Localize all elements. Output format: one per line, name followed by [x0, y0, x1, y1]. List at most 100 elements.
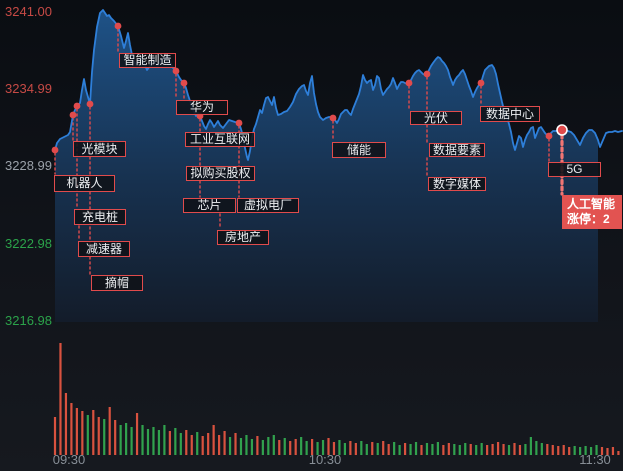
volume-bar — [59, 343, 62, 455]
volume-bar — [398, 445, 401, 455]
sector-tag[interactable]: 数字媒体 — [428, 177, 486, 191]
volume-bar — [600, 447, 604, 455]
volume-bar — [190, 435, 193, 455]
volume-bar — [174, 428, 177, 455]
volume-bar — [300, 437, 303, 455]
volume-bar — [540, 443, 543, 455]
sector-tag[interactable]: 数据要素 — [429, 143, 485, 157]
volume-bar — [453, 444, 456, 455]
volume-bar — [108, 407, 111, 455]
volume-bar — [360, 441, 363, 455]
event-marker-dot — [329, 114, 337, 122]
volume-bar — [518, 445, 522, 455]
volume-bar — [338, 440, 341, 455]
volume-bar — [606, 448, 609, 455]
volume-bar — [343, 443, 347, 455]
volume-bar — [283, 438, 286, 455]
volume-bar — [103, 419, 106, 455]
volume-bar — [53, 417, 57, 455]
sector-tag[interactable]: 减速器 — [78, 241, 130, 257]
volume-bar — [425, 443, 429, 455]
volume-bar — [551, 445, 554, 455]
volume-bar — [595, 445, 598, 455]
volume-bar — [278, 440, 281, 455]
volume-bar — [294, 439, 297, 455]
volume-bar — [256, 436, 259, 455]
sector-tag[interactable]: 摘帽 — [91, 275, 143, 291]
volume-bar — [589, 447, 593, 455]
sector-tag[interactable]: 芯片 — [183, 198, 236, 213]
volume-bar — [119, 425, 122, 455]
volume-bar — [86, 415, 89, 455]
event-marker-dot — [51, 146, 59, 154]
sector-tag[interactable]: 拟购买股权 — [186, 166, 255, 181]
price-area-fill — [55, 10, 598, 322]
volume-bar — [524, 444, 527, 455]
volume-bar — [562, 445, 565, 455]
volume-bar — [201, 436, 204, 455]
volume-bar — [442, 445, 445, 455]
ai-tag-limit-up-count: 涨停：2 — [567, 212, 610, 226]
volume-bar — [447, 443, 450, 455]
volume-bar — [272, 435, 275, 455]
volume-bar — [513, 443, 516, 455]
volume-bar — [289, 441, 292, 455]
volume-bar — [376, 443, 379, 455]
volume-bar — [130, 427, 133, 455]
volume-bar — [507, 445, 511, 455]
volume-bar — [152, 427, 155, 455]
sector-tag[interactable]: 5G — [548, 162, 601, 177]
volume-bar — [431, 444, 434, 455]
volume-bar — [316, 442, 319, 455]
volume-bar — [239, 438, 243, 455]
sector-tag[interactable]: 数据中心 — [480, 106, 540, 122]
volume-bar — [529, 437, 532, 455]
volume-bar — [234, 433, 237, 455]
volume-bar — [464, 443, 467, 455]
sector-tag[interactable]: 储能 — [332, 142, 386, 158]
sector-tag[interactable]: 华为 — [176, 100, 228, 115]
volume-bar — [475, 445, 478, 455]
sector-tag[interactable]: 光伏 — [410, 111, 462, 125]
volume-bar — [223, 431, 226, 455]
volume-bar — [502, 444, 505, 455]
event-marker-dot — [405, 79, 413, 87]
sector-tag[interactable]: 虚拟电厂 — [237, 198, 299, 213]
sector-tag[interactable]: 机器人 — [54, 175, 115, 192]
volume-bar — [250, 439, 254, 455]
sector-tag[interactable]: 智能制造 — [119, 53, 176, 68]
sector-tag[interactable]: 工业互联网 — [185, 132, 255, 147]
volume-bar — [371, 442, 374, 455]
volume-bar — [480, 443, 483, 455]
volume-bar — [228, 437, 232, 455]
volume-bar — [420, 445, 423, 455]
event-marker-dot — [477, 79, 485, 87]
volume-bar — [414, 442, 418, 455]
volume-bar — [403, 443, 407, 455]
sector-tag[interactable]: 充电桩 — [74, 209, 126, 225]
volume-bar — [305, 441, 308, 455]
volume-bar — [409, 444, 412, 455]
volume-bar — [81, 411, 84, 455]
volume-bar — [491, 444, 494, 455]
volume-bar — [546, 444, 549, 455]
event-marker-dot — [73, 102, 81, 110]
volume-bar — [207, 433, 210, 455]
volume-bar — [168, 431, 171, 455]
volume-bar — [387, 444, 390, 455]
current-price-dot — [556, 124, 568, 136]
volume-bar — [157, 430, 161, 455]
volume-bar — [486, 445, 489, 455]
volume-bar — [321, 440, 325, 455]
sector-tag[interactable]: 房地产 — [217, 230, 269, 245]
volume-bar — [382, 441, 385, 455]
sector-tag[interactable]: 光模块 — [73, 141, 126, 157]
volume-bar — [212, 425, 215, 455]
volume-bar — [245, 435, 248, 455]
volume-bar — [141, 425, 144, 455]
volume-bar — [349, 441, 352, 455]
volume-bar — [135, 413, 139, 455]
ai-highlight-tag[interactable]: 人工智能 涨停：2 — [562, 195, 622, 229]
